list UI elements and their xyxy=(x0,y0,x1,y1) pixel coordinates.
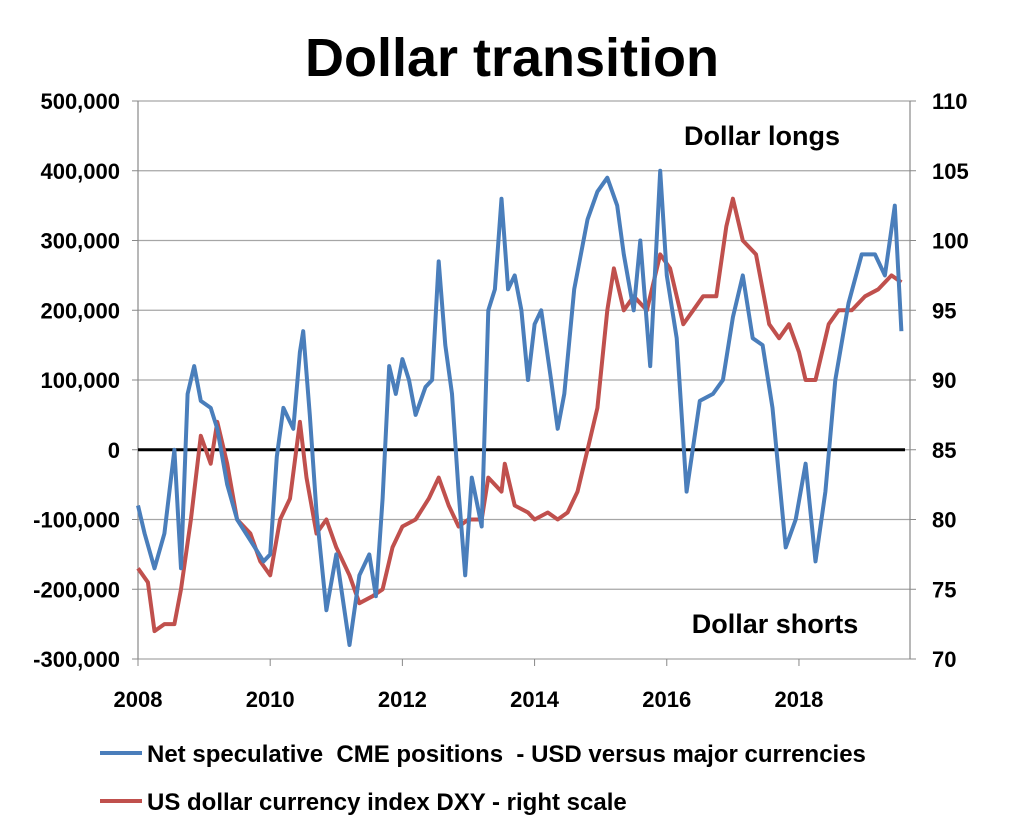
right-tick-label: 80 xyxy=(932,508,956,533)
right-tick-label: 100 xyxy=(932,229,969,254)
chart-title: Dollar transition xyxy=(305,28,719,88)
left-tick-label: 400,000 xyxy=(40,159,120,184)
legend-label-dxy: US dollar currency index DXY - right sca… xyxy=(147,789,627,816)
legend-label-cme: Net speculative CME positions - USD vers… xyxy=(147,741,866,768)
series-line-cme-positions xyxy=(136,168,904,647)
x-tick-label: 2008 xyxy=(114,687,163,712)
right-tick-label: 75 xyxy=(932,577,956,602)
x-tick-label: 2010 xyxy=(246,687,295,712)
right-tick-label: 105 xyxy=(932,159,969,184)
series-lines xyxy=(136,168,904,647)
left-tick-label: 100,000 xyxy=(40,368,120,393)
right-tick-label: 90 xyxy=(932,368,956,393)
right-tick-label: 95 xyxy=(932,298,956,323)
left-tick-label: 200,000 xyxy=(40,298,120,323)
left-tick-label: -100,000 xyxy=(33,508,120,533)
x-tick-label: 2018 xyxy=(774,687,823,712)
x-tick-label: 2012 xyxy=(378,687,427,712)
series-line-dxy xyxy=(136,196,903,634)
axes: 500,000 110 400,000 105 300,000 100 200,000 95 1… xyxy=(33,89,969,712)
left-tick-label: -200,000 xyxy=(33,577,120,602)
annotation-dollar-longs: Dollar longs xyxy=(684,121,840,151)
gridlines xyxy=(138,100,910,660)
right-tick-label: 70 xyxy=(932,647,956,672)
right-tick-label: 85 xyxy=(932,438,956,463)
right-tick-label: 110 xyxy=(932,89,968,114)
left-tick-label: 0 xyxy=(108,438,120,463)
annotation-dollar-shorts: Dollar shorts xyxy=(692,609,859,639)
left-tick-label: -300,000 xyxy=(33,647,120,672)
legend: Net speculative CME positions - USD vers… xyxy=(100,741,866,816)
left-tick-label: 500,000 xyxy=(40,89,120,114)
x-tick-label: 2016 xyxy=(642,687,691,712)
left-tick-label: 300,000 xyxy=(40,229,120,254)
x-tick-label: 2014 xyxy=(510,687,560,712)
